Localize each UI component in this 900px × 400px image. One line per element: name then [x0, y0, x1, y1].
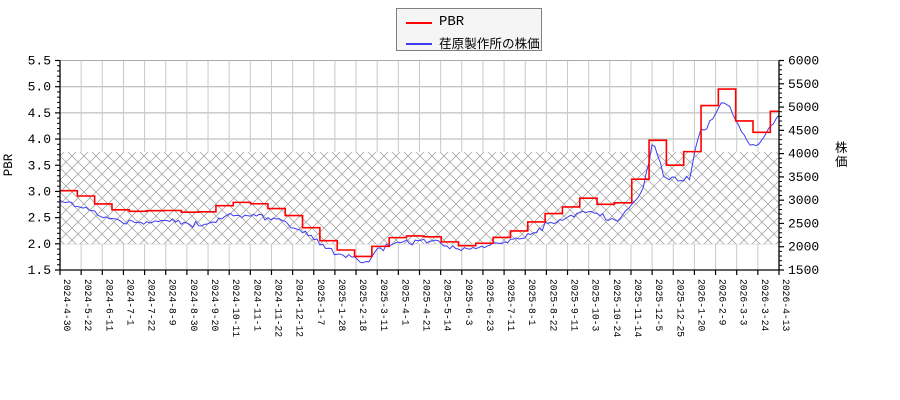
svg-text:2025-11-14: 2025-11-14: [632, 279, 643, 337]
svg-text:5.0: 5.0: [28, 80, 51, 95]
svg-text:2500: 2500: [788, 216, 819, 231]
svg-text:2025-12-25: 2025-12-25: [674, 279, 685, 337]
svg-text:2024-8-30: 2024-8-30: [188, 279, 199, 332]
svg-text:2026-3-24: 2026-3-24: [759, 279, 770, 332]
svg-text:6000: 6000: [788, 54, 819, 69]
svg-text:2025-4-21: 2025-4-21: [421, 279, 432, 332]
svg-text:4500: 4500: [788, 123, 819, 138]
svg-text:2025-10-3: 2025-10-3: [590, 279, 601, 332]
svg-text:2.0: 2.0: [28, 237, 51, 252]
svg-text:3.5: 3.5: [28, 158, 51, 173]
svg-text:2025-1-28: 2025-1-28: [336, 279, 347, 332]
svg-text:2000: 2000: [788, 240, 819, 255]
svg-text:4000: 4000: [788, 147, 819, 162]
svg-text:2025-1-7: 2025-1-7: [315, 279, 326, 326]
svg-text:1.5: 1.5: [28, 263, 51, 278]
svg-text:3.0: 3.0: [28, 184, 51, 199]
svg-text:2.5: 2.5: [28, 211, 51, 226]
svg-text:2025-4-1: 2025-4-1: [399, 279, 410, 326]
svg-text:2024-6-11: 2024-6-11: [103, 279, 114, 332]
svg-text:2024-7-22: 2024-7-22: [146, 279, 157, 332]
svg-text:2024-12-12: 2024-12-12: [294, 279, 305, 337]
svg-text:1500: 1500: [788, 263, 819, 278]
svg-text:3000: 3000: [788, 193, 819, 208]
svg-text:2025-10-24: 2025-10-24: [611, 279, 622, 337]
svg-text:4.5: 4.5: [28, 106, 51, 121]
svg-text:4.0: 4.0: [28, 132, 51, 147]
svg-text:2024-8-9: 2024-8-9: [167, 279, 178, 326]
svg-text:2024-5-22: 2024-5-22: [82, 279, 93, 332]
svg-text:2026-3-3: 2026-3-3: [738, 279, 749, 326]
svg-text:5000: 5000: [788, 100, 819, 115]
svg-text:2025-6-3: 2025-6-3: [463, 279, 474, 326]
svg-text:2025-6-23: 2025-6-23: [484, 279, 495, 332]
svg-text:2026-1-20: 2026-1-20: [695, 279, 706, 332]
svg-text:2025-8-1: 2025-8-1: [526, 279, 537, 326]
svg-text:PBR: PBR: [2, 153, 16, 176]
svg-text:2024-10-11: 2024-10-11: [230, 279, 241, 337]
svg-text:2024-9-20: 2024-9-20: [209, 279, 220, 332]
svg-text:3500: 3500: [788, 170, 819, 185]
svg-text:2026-2-9: 2026-2-9: [717, 279, 728, 326]
svg-text:2025-9-11: 2025-9-11: [569, 279, 580, 332]
svg-text:2026-4-13: 2026-4-13: [780, 279, 791, 332]
svg-text:2024-11-1: 2024-11-1: [251, 279, 262, 332]
svg-text:2025-8-22: 2025-8-22: [547, 279, 558, 332]
svg-text:2025-2-18: 2025-2-18: [357, 279, 368, 332]
svg-text:2025-3-11: 2025-3-11: [378, 279, 389, 332]
svg-text:2024-11-22: 2024-11-22: [272, 279, 283, 337]
svg-text:2025-7-11: 2025-7-11: [505, 279, 516, 332]
svg-text:2024-7-1: 2024-7-1: [124, 279, 135, 326]
svg-text:2025-12-5: 2025-12-5: [653, 279, 664, 332]
svg-text:5500: 5500: [788, 77, 819, 92]
svg-text:5.5: 5.5: [28, 54, 51, 69]
svg-text:2025-5-14: 2025-5-14: [442, 279, 453, 332]
svg-text:2024-4-30: 2024-4-30: [61, 279, 72, 332]
